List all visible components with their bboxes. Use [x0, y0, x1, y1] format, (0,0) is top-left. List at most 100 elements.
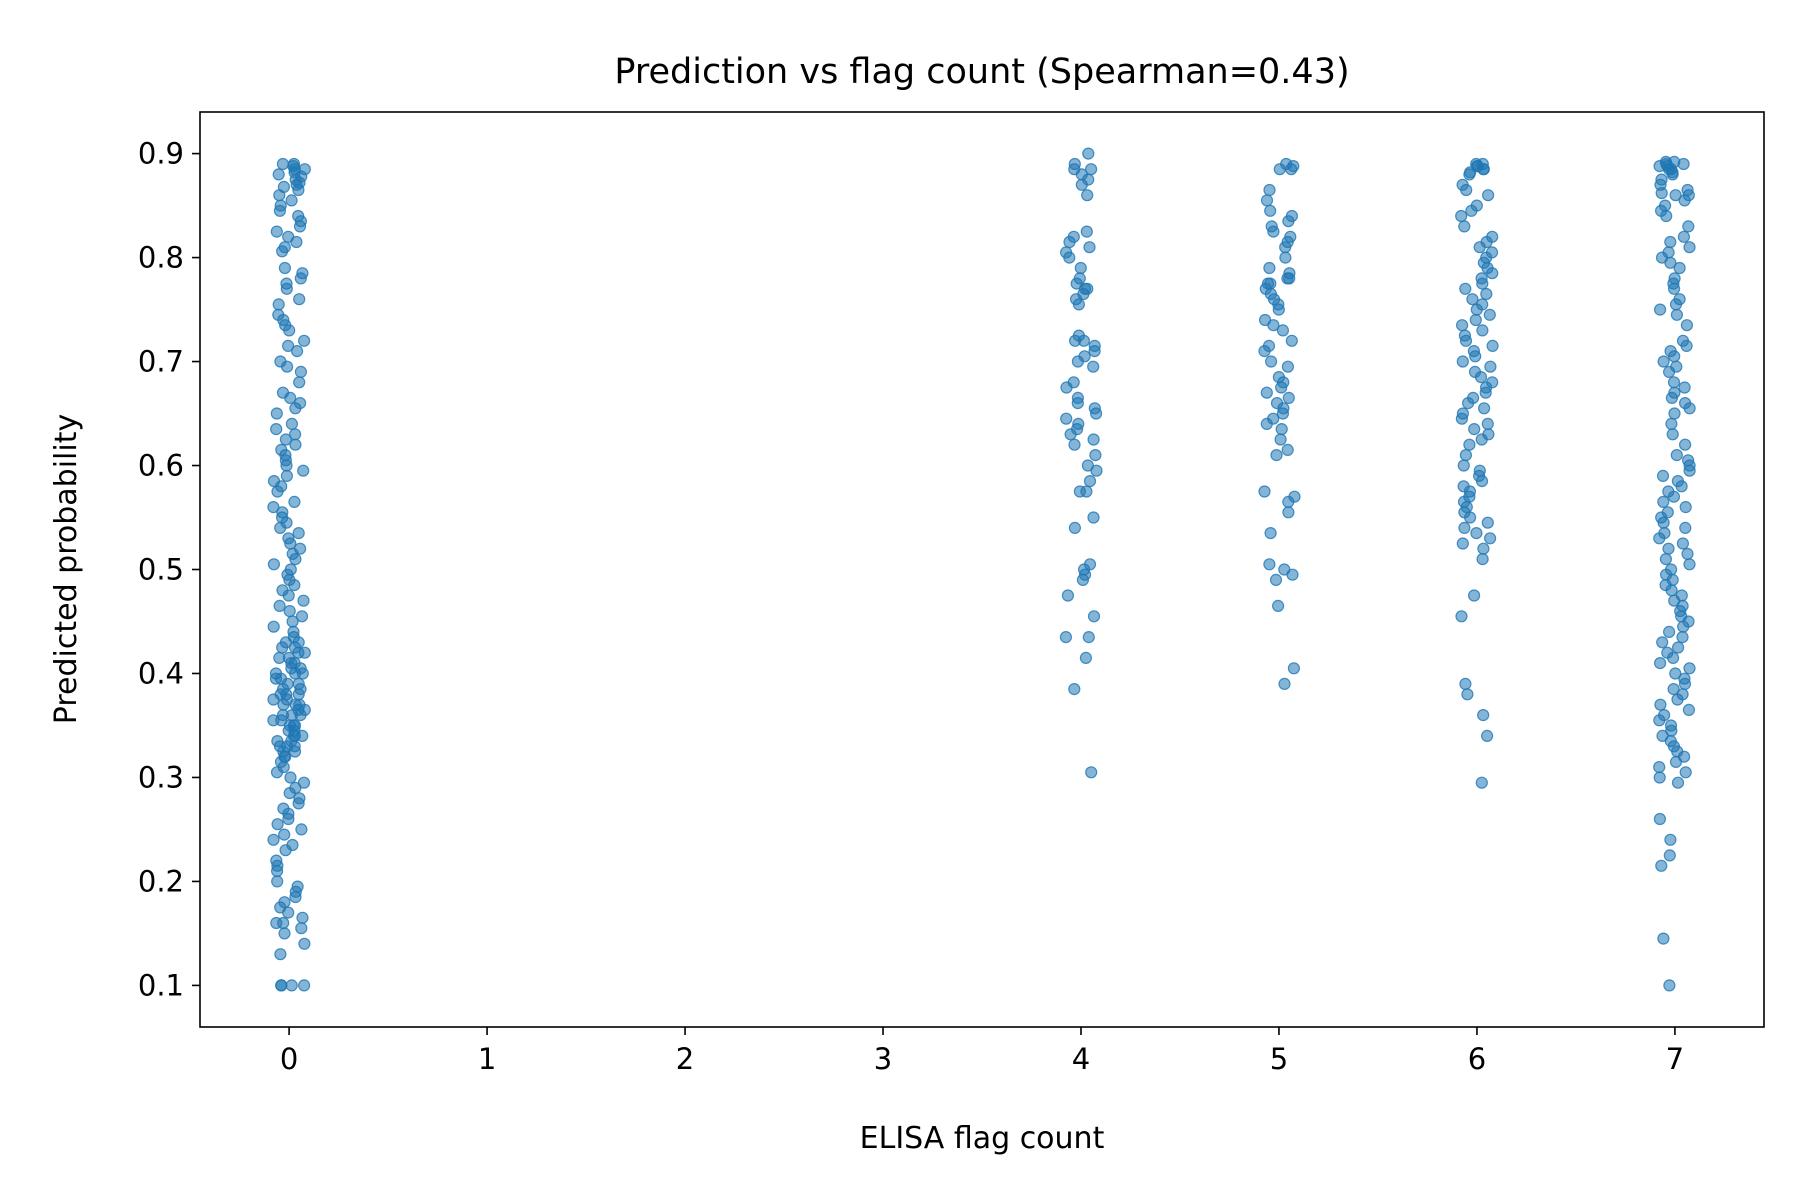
- data-point: [285, 417, 298, 430]
- data-point: [1279, 241, 1292, 254]
- data-point: [1654, 698, 1667, 711]
- data-point: [1064, 428, 1077, 441]
- data-point: [1457, 459, 1470, 472]
- data-point: [1089, 449, 1102, 462]
- data-point: [273, 599, 286, 613]
- data-point: [1665, 391, 1679, 404]
- x-tick-label: 4: [1072, 1042, 1090, 1076]
- data-point: [1653, 303, 1667, 316]
- data-point: [1282, 215, 1295, 228]
- data-point: [1459, 334, 1473, 347]
- data-point: [1060, 412, 1073, 425]
- data-point: [1080, 225, 1093, 238]
- data-point: [1665, 417, 1678, 430]
- data-point: [1466, 293, 1479, 306]
- data-point: [275, 979, 288, 992]
- data-point: [1677, 230, 1691, 243]
- data-point: [267, 693, 280, 706]
- data-point: [1082, 147, 1095, 160]
- data-point: [1678, 381, 1691, 394]
- data-point: [1671, 641, 1685, 654]
- data-point: [1657, 932, 1670, 945]
- data-point: [1657, 355, 1670, 368]
- data-point: [1477, 542, 1490, 555]
- data-point: [273, 651, 286, 665]
- data-point: [274, 948, 287, 961]
- data-point: [1463, 511, 1477, 524]
- data-point: [1071, 397, 1084, 410]
- data-point: [1071, 355, 1085, 368]
- data-point: [1258, 485, 1271, 498]
- data-point: [1671, 776, 1685, 789]
- data-point: [1090, 464, 1103, 477]
- data-point: [289, 438, 302, 451]
- data-point: [1664, 256, 1677, 269]
- data-point: [1683, 662, 1696, 675]
- data-point: [1653, 812, 1667, 826]
- data-point: [1479, 386, 1492, 399]
- data-point: [1683, 464, 1696, 477]
- data-point: [1260, 386, 1273, 399]
- data-point: [1667, 490, 1681, 503]
- y-tick-label: 0.3: [138, 760, 184, 794]
- data-point: [293, 376, 306, 389]
- data-point: [278, 927, 291, 940]
- data-point: [1663, 979, 1676, 992]
- data-point: [1469, 350, 1482, 363]
- data-point: [1275, 423, 1288, 436]
- data-point: [1483, 308, 1496, 321]
- data-point: [1665, 584, 1678, 597]
- data-point: [267, 558, 280, 571]
- data-point: [1653, 760, 1666, 774]
- data-point: [1660, 209, 1673, 223]
- data-point: [285, 194, 298, 207]
- data-point: [282, 589, 295, 602]
- x-tick-label: 6: [1468, 1042, 1486, 1076]
- data-point: [1285, 334, 1298, 347]
- data-point: [294, 708, 307, 722]
- data-point: [1463, 168, 1476, 181]
- data-point: [1085, 766, 1098, 779]
- y-axis: 0.1 0.2 0.3 0.4 0.5 0.6 0.7 0.8 0.9: [138, 137, 200, 1002]
- data-point: [296, 667, 309, 680]
- data-point: [279, 844, 292, 857]
- data-point: [1481, 516, 1494, 529]
- data-point: [1476, 552, 1489, 566]
- data-point: [1662, 625, 1676, 639]
- x-tick-label: 0: [280, 1042, 298, 1076]
- data-point: [1669, 667, 1682, 680]
- data-point: [1465, 204, 1478, 217]
- data-point: [1473, 241, 1486, 254]
- data-point: [272, 168, 285, 181]
- data-point: [1477, 163, 1490, 176]
- data-point: [1683, 402, 1696, 415]
- data-point: [1076, 573, 1090, 587]
- data-point: [1480, 729, 1494, 743]
- data-point: [1666, 168, 1679, 181]
- data-point: [1668, 407, 1681, 420]
- data-point: [1089, 407, 1103, 420]
- data-point: [1475, 433, 1488, 446]
- data-point: [1682, 220, 1695, 233]
- data-point: [297, 594, 310, 607]
- data-point: [1456, 537, 1469, 550]
- x-tick-label: 5: [1270, 1042, 1288, 1076]
- data-point: [270, 916, 283, 930]
- data-point: [1675, 480, 1688, 493]
- data-point: [1459, 677, 1472, 691]
- data-point: [1662, 542, 1675, 555]
- data-point: [1474, 371, 1488, 384]
- y-tick-label: 0.4: [138, 656, 184, 690]
- data-point: [282, 812, 295, 826]
- data-point: [1659, 552, 1673, 566]
- data-point: [1263, 558, 1276, 571]
- data-point: [1666, 651, 1680, 665]
- data-point: [1679, 521, 1692, 535]
- data-point: [274, 521, 287, 535]
- data-point: [1455, 412, 1469, 425]
- data-point: [294, 272, 307, 285]
- data-point: [1068, 334, 1082, 347]
- data-point: [1260, 194, 1274, 207]
- data-point: [1662, 365, 1676, 378]
- data-point: [1088, 345, 1101, 358]
